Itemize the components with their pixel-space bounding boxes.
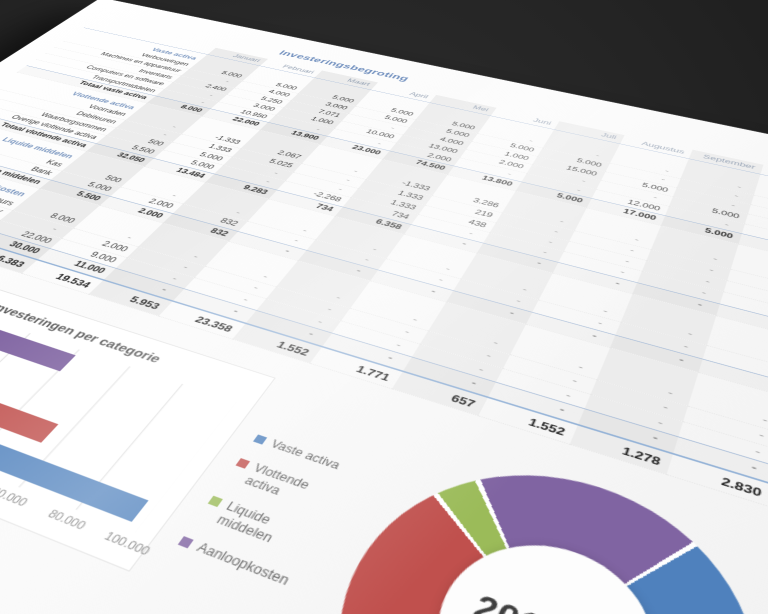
legend-swatch-icon (253, 434, 268, 445)
legend-swatch-icon (207, 495, 224, 507)
legend-swatch-icon (235, 457, 251, 469)
donut-center-total: 201.332 (468, 589, 624, 614)
legend-swatch-icon (177, 535, 194, 549)
x-tick-label: 100.000 (101, 530, 153, 559)
